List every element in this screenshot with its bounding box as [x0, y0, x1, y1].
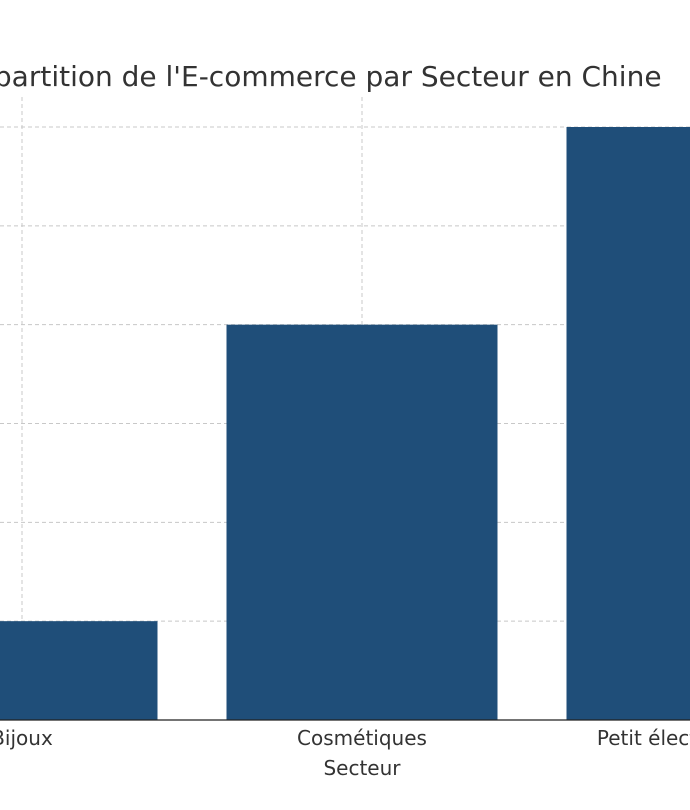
x-tick-label: Petit électroménager [597, 726, 690, 750]
x-tick-labels: Bijoux Cosmétiques Petit électroménager [0, 726, 690, 750]
x-tick-label: Bijoux [0, 726, 53, 750]
bar-0 [0, 621, 158, 720]
bars [0, 127, 690, 720]
chart-title: Répartition de l'E-commerce par Secteur … [0, 60, 662, 93]
x-axis-label: Secteur [323, 756, 401, 780]
grid [0, 97, 690, 720]
bar-1 [226, 324, 498, 720]
bar-2 [566, 127, 690, 720]
x-tick-label: Cosmétiques [297, 726, 427, 750]
